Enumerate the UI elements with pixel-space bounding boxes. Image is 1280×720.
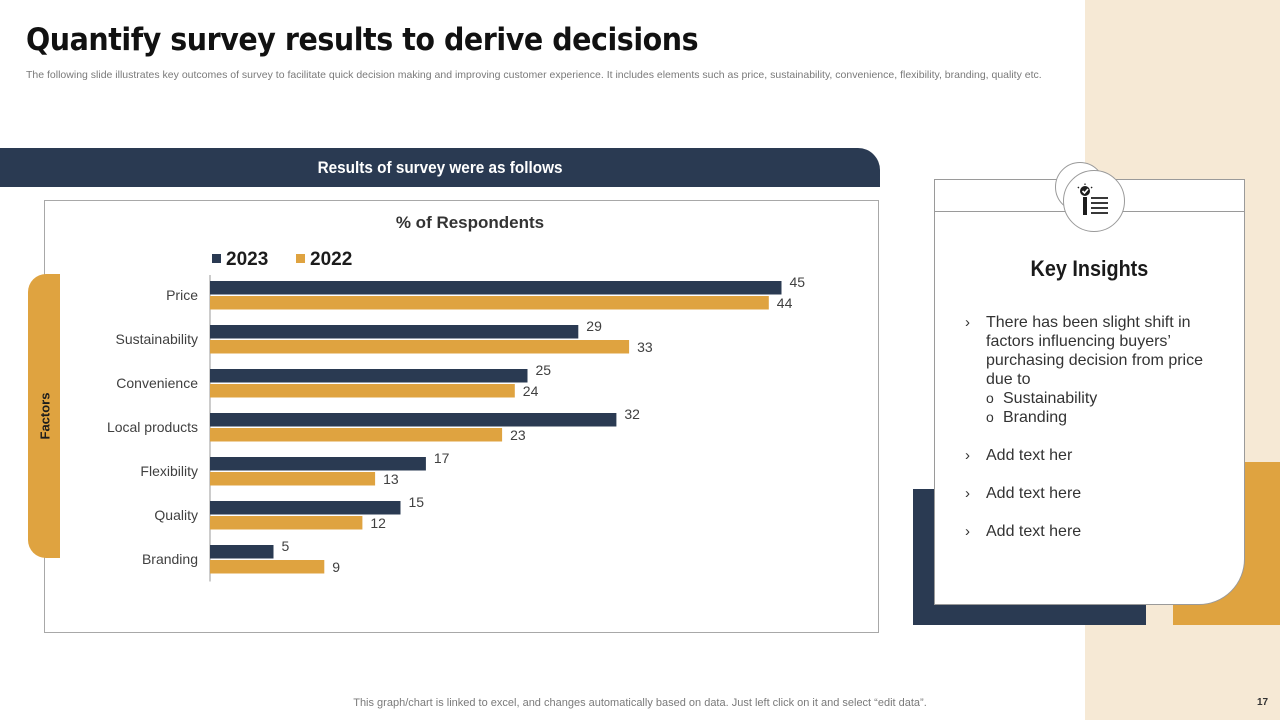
insight-sub-item: o Sustainability	[986, 389, 1205, 408]
data-label: 23	[510, 427, 526, 443]
category-tick-label: Flexibility	[140, 463, 198, 479]
bar-2022	[210, 384, 515, 398]
bar-2023	[210, 369, 528, 383]
data-label: 12	[370, 515, 386, 531]
page-title: Quantify survey results to derive decisi…	[26, 22, 699, 58]
results-banner-label: Results of survey were as follows	[317, 157, 563, 177]
chevron-right-icon: ›	[965, 314, 970, 331]
bar-2022	[210, 428, 503, 442]
bar-2022	[210, 560, 325, 574]
circle-bullet-icon: o	[986, 390, 994, 406]
bar-2023	[210, 501, 401, 515]
bar-2022	[210, 472, 376, 486]
data-label: 24	[523, 383, 539, 399]
bar-2022	[210, 516, 363, 530]
insight-item: › Add text here	[965, 484, 1205, 503]
category-tick-label: Quality	[154, 507, 198, 523]
insights-list: › There has been slight shift in factors…	[965, 313, 1205, 560]
insight-sub-text: Sustainability	[1003, 390, 1098, 407]
checklist-icon	[1063, 170, 1125, 232]
data-label: 15	[409, 494, 425, 510]
bar-2023	[210, 325, 579, 339]
bar-chart[interactable]: % of Respondents 2023 2022 Price 45 44 Sustain…	[0, 0, 900, 640]
chart-title: % of Respondents	[396, 213, 544, 232]
insight-item: › Add text her	[965, 446, 1205, 465]
legend-swatch	[212, 254, 221, 263]
insight-text: Add text her	[986, 447, 1073, 464]
insight-text: Add text here	[986, 485, 1082, 502]
data-label: 5	[282, 538, 290, 554]
chevron-right-icon: ›	[965, 447, 970, 464]
data-label: 29	[586, 318, 602, 334]
data-label: 32	[624, 406, 640, 422]
category-tick-label: Sustainability	[116, 331, 199, 347]
data-label: 33	[637, 339, 653, 355]
category-tick-label: Price	[166, 287, 198, 303]
category-tick-label: Local products	[107, 419, 198, 435]
footer-note: This graph/chart is linked to excel, and…	[353, 697, 927, 709]
insight-text: Add text here	[986, 523, 1082, 540]
key-insights-card	[934, 179, 1245, 605]
bar-2023	[210, 281, 782, 295]
data-label: 44	[777, 295, 793, 311]
bar-2022	[210, 296, 769, 310]
bar-2022	[210, 340, 630, 354]
data-label: 25	[536, 362, 552, 378]
legend-label: 2022	[310, 249, 352, 270]
data-label: 17	[434, 450, 450, 466]
results-banner: Results of survey were as follows	[0, 148, 880, 187]
page-number: 17	[1257, 697, 1269, 708]
data-label: 9	[332, 559, 340, 575]
key-insights-title-text: Key Insights	[1030, 256, 1149, 281]
insight-sub-text: Branding	[1003, 409, 1068, 426]
data-label: 13	[383, 471, 399, 487]
bar-2023	[210, 545, 274, 559]
insight-item: › There has been slight shift in factors…	[965, 313, 1205, 427]
category-tick-label: Convenience	[116, 375, 198, 391]
insight-sub-item: o Branding	[986, 408, 1205, 427]
page-subtitle: The following slide illustrates key outc…	[26, 69, 1042, 81]
legend-swatch	[296, 254, 305, 263]
category-tick-label: Branding	[142, 551, 198, 567]
insight-item: › Add text here	[965, 522, 1205, 541]
insight-text: There has been slight shift in factors i…	[986, 314, 1203, 388]
factors-axis-tab	[28, 274, 60, 558]
legend-label: 2023	[226, 249, 268, 270]
circle-bullet-icon: o	[986, 409, 994, 425]
key-insights-title: Key Insights	[934, 256, 1245, 282]
chevron-right-icon: ›	[965, 485, 970, 502]
data-label: 45	[790, 274, 806, 290]
chevron-right-icon: ›	[965, 523, 970, 540]
bar-2023	[210, 413, 617, 427]
bar-2023	[210, 457, 426, 471]
